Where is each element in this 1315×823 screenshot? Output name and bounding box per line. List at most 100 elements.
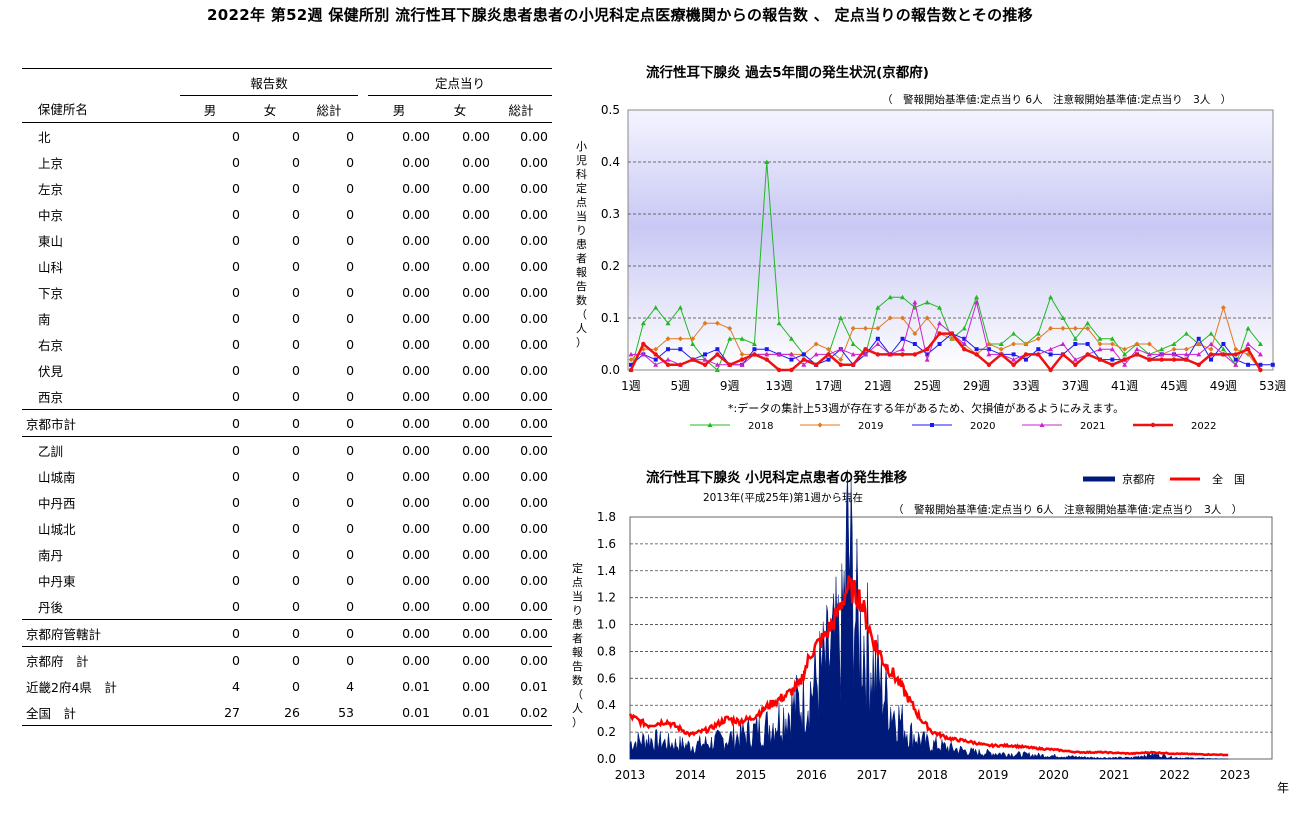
table-group-header-row: 報告数 定点当り [22,68,553,96]
chart1-x-tick: 33週 [1012,379,1039,393]
row-name: 中京 [38,207,64,223]
chart1-point-2019 [628,357,634,363]
cell-value: 0.00 [462,128,491,144]
chart1-point-2021 [937,320,943,326]
chart1-legend-label: 2020 [970,421,995,432]
chart1-point-2021 [1257,351,1263,357]
table-row: 山城北 0 0 0 0.00 0.00 0.00 [22,515,552,541]
chart1-point-2022 [937,331,942,336]
chart1-point-2022 [801,357,806,362]
chart1-point-2022 [1036,352,1041,357]
chart2-x-tick: 2022 [1159,768,1190,782]
row-name: 左京 [38,181,64,197]
chart1-point-2020 [900,336,905,341]
chart1-series-line-2019 [630,305,1261,371]
cell-value: 0 [346,468,355,484]
chart1-point-2018 [1171,341,1177,346]
cell-value: 0 [232,572,240,588]
chart1-point-2018 [739,336,745,341]
cell-value: 0 [292,546,300,562]
cell-value: 0.00 [430,593,491,620]
chart1-point-2019 [653,346,659,352]
cell-value: 0.00 [462,546,491,562]
cell-value: 0 [300,593,359,620]
chart2-series-area-kyoto [629,469,1229,760]
chart1-point-2022 [912,352,918,357]
cell-value: 0.00 [520,652,549,668]
chart1-point-2019 [727,325,733,331]
chart1-point-2021 [665,357,671,362]
cell-value: 0.00 [462,284,491,300]
row-name: 京都府管轄計 [22,619,180,647]
chart1-point-2019 [1048,325,1054,331]
chart1-point-2018 [937,305,943,310]
chart1-legend-label: 2018 [748,421,773,432]
chart1-point-2020 [1048,352,1053,357]
chart1-point-2019 [887,315,893,321]
cell-value: 0 [232,310,240,326]
chart1-x-tick: 45週 [1160,379,1187,393]
chart1-x-tick: 37週 [1062,379,1089,393]
table-row: 右京 0 0 0 0.00 0.00 0.00 [22,331,552,357]
row-name: 南丹 [38,547,64,563]
cell-value: 0 [180,383,240,410]
table-row: 伏見 0 0 0 0.00 0.00 0.00 [22,357,552,383]
chart1-point-2022 [925,347,930,352]
chart1-point-2020 [789,357,794,362]
cell-value: 0 [292,468,300,484]
chart1-point-2022 [665,362,671,367]
chart1-point-2018 [1122,351,1128,357]
cell-value: 26 [240,699,300,726]
cell-value: 0 [232,520,240,536]
table-row: 南 0 0 0 0.00 0.00 0.00 [22,305,552,331]
cell-value: 0 [232,154,240,170]
chart1-point-2022 [727,362,732,367]
cell-value: 0 [292,258,300,274]
chart2-y-tick: 1.6 [597,537,616,551]
chart1-point-2018 [1257,341,1263,346]
chart1-point-2022 [1171,357,1177,362]
chart1-point-2018 [640,320,646,326]
chart1-point-2022 [690,357,695,362]
cell-value: 0.00 [402,442,431,458]
cell-value: 0.00 [520,520,549,536]
cell-value: 0.00 [520,572,549,588]
chart1-point-2022 [1085,352,1090,357]
cell-value: 0 [232,128,240,144]
chart1-point-2021 [850,351,856,357]
chart1-point-2019 [1035,336,1041,342]
chart1-point-2019 [1196,341,1202,347]
chart2-y-label: 定点当り患者報告数（人） [572,561,583,729]
cell-value: 0.00 [462,468,491,484]
cell-value: 0.00 [462,572,491,588]
cell-value: 0 [346,520,355,536]
chart1-legend-marker [930,423,934,427]
cell-value: 0 [180,409,240,437]
chart2-x-tick: 2014 [675,768,706,782]
cell-value: 0 [346,442,355,458]
table-row: 西京 0 0 0 0.00 0.00 0.00 [22,383,553,410]
cell-value: 0.00 [462,678,491,694]
chart2-plot-area [629,516,1273,760]
cell-value: 0.00 [520,468,549,484]
column-header-2: 総計 [300,95,359,123]
chart1-point-2020 [715,347,720,352]
chart1-point-2018 [653,305,659,310]
chart1-point-2019 [677,336,683,342]
cell-value: 0 [292,494,300,510]
chart1-point-2019 [900,315,906,321]
chart2-x-label: 年 [1277,781,1289,795]
cell-value: 0.00 [462,180,491,196]
row-name: 下京 [38,285,64,301]
chart1-point-2018 [1109,336,1115,341]
cell-value: 0 [346,310,355,326]
chart1-point-2019 [739,351,745,357]
cell-value: 0 [292,206,300,222]
group-header-reports: 報告数 [180,68,359,96]
chart1-point-2019 [850,325,856,331]
chart1-point-2022 [1233,352,1238,357]
chart1-x-tick: 1週 [621,379,641,393]
chart1-point-2019 [1146,341,1152,347]
chart1-point-2021 [1183,351,1189,357]
chart1-point-2020 [1196,336,1201,341]
